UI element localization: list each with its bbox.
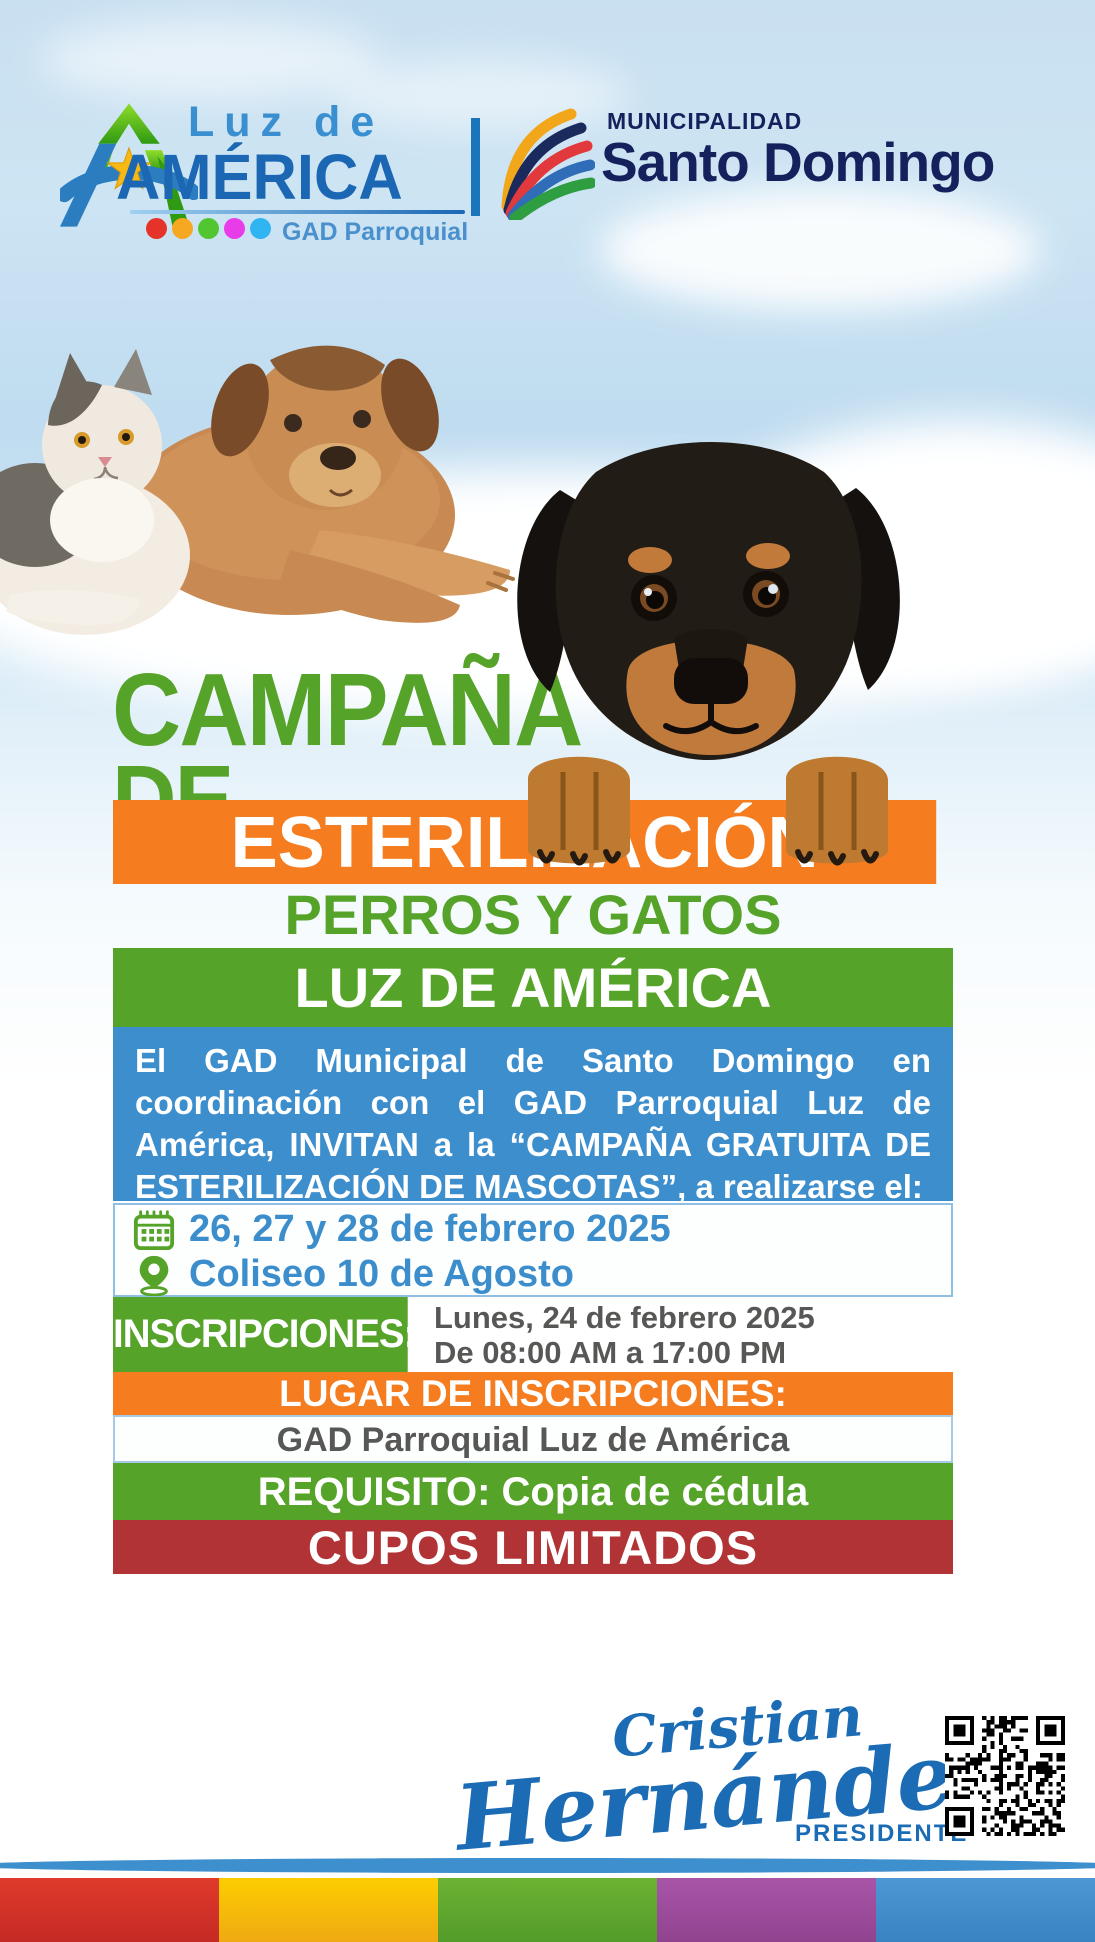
qr-code xyxy=(945,1716,1065,1836)
event-dates: 26, 27 y 28 de febrero 2025 xyxy=(189,1208,671,1250)
event-info-box: 26, 27 y 28 de febrero 2025 Coliseo 10 d… xyxy=(113,1203,953,1297)
inscriptions-date: Lunes, 24 de febrero 2025 xyxy=(434,1299,815,1335)
stripe-yellow xyxy=(219,1878,438,1942)
campaign-title-line1: CAMPAÑA xyxy=(112,652,583,767)
luz-logo-tagline: GAD Parroquial xyxy=(282,218,469,246)
inscriptions-hours: De 08:00 AM a 17:00 PM xyxy=(434,1334,787,1370)
stripe-green xyxy=(438,1878,657,1942)
cloud-image xyxy=(600,190,1040,310)
santo-domingo-logo: MUNICIPALIDAD Santo Domingo xyxy=(495,100,1015,220)
luz-america-a-mark-icon xyxy=(60,103,198,227)
cloud-image xyxy=(40,20,380,100)
cat-and-puppy-photo xyxy=(0,345,515,635)
luz-logo-underline xyxy=(130,210,465,214)
luz-logo-line2: AMÉRICA xyxy=(116,141,403,213)
signature-last-name: Hernández xyxy=(451,1718,1009,1872)
stripe-purple xyxy=(657,1878,876,1942)
inscriptions-label: INSCRIPCIONES: xyxy=(113,1297,416,1372)
signature-role: PRESIDENTE xyxy=(795,1820,969,1847)
inscriptions-details: Lunes, 24 de febrero 2025 De 08:00 AM a … xyxy=(420,1297,953,1372)
luz-de-america-logo: Luz de AMÉRICA GAD Parroquial xyxy=(60,92,470,246)
luz-de-america-banner: LUZ DE AMÉRICA xyxy=(113,948,953,1027)
santo-domingo-name: Santo Domingo xyxy=(601,131,995,193)
stripe-blue xyxy=(876,1878,1095,1942)
rottweiler-puppy-photo xyxy=(517,442,900,866)
invitation-paragraph: El GAD Municipal de Santo Domingo en coo… xyxy=(113,1027,953,1205)
santo-domingo-fan-icon xyxy=(501,108,595,220)
luz-logo-dots xyxy=(146,218,271,239)
logo-divider xyxy=(471,118,480,216)
municipalidad-label: MUNICIPALIDAD xyxy=(607,108,803,134)
requisito-banner: REQUISITO: Copia de cédula xyxy=(113,1463,953,1520)
cloud-image xyxy=(330,60,630,130)
footer-color-stripe xyxy=(0,1878,1095,1942)
location-pin-icon xyxy=(139,1255,169,1296)
lugar-inscripciones-banner: LUGAR DE INSCRIPCIONES: xyxy=(113,1372,953,1415)
footer-swoosh xyxy=(0,1858,1095,1873)
event-venue: Coliseo 10 de Agosto xyxy=(189,1253,574,1295)
stripe-red xyxy=(0,1878,219,1942)
inscriptions-row: INSCRIPCIONES: Lunes, 24 de febrero 2025… xyxy=(113,1297,953,1372)
calendar-icon xyxy=(133,1209,175,1250)
lugar-inscripciones-value: GAD Parroquial Luz de América xyxy=(113,1415,953,1463)
luz-logo-line1: Luz de xyxy=(188,98,385,146)
cupos-limitados-banner: CUPOS LIMITADOS xyxy=(113,1520,953,1574)
perros-y-gatos-text: PERROS Y GATOS xyxy=(284,883,782,946)
